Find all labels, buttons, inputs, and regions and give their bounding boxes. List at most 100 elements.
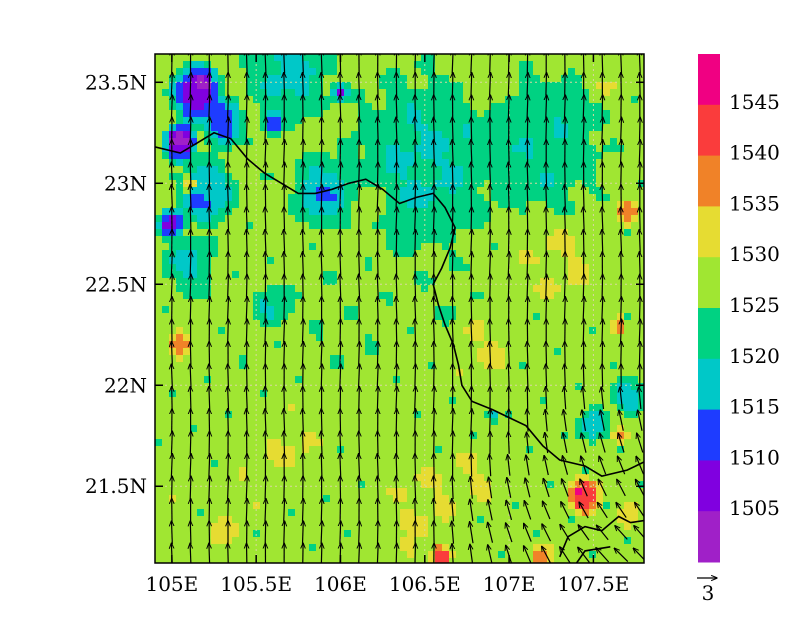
field-cell — [610, 334, 618, 342]
field-cell — [407, 495, 415, 503]
field-cell — [463, 348, 471, 356]
field-cell — [414, 425, 422, 433]
field-cell — [295, 390, 303, 398]
field-cell — [386, 194, 394, 202]
field-cell — [631, 425, 639, 433]
field-cell — [330, 411, 338, 419]
field-cell — [169, 495, 177, 503]
field-cell — [547, 355, 555, 363]
field-cell — [274, 341, 282, 349]
field-cell — [211, 187, 219, 195]
field-cell — [554, 439, 562, 447]
field-cell — [183, 68, 191, 76]
field-cell — [526, 166, 534, 174]
field-cell — [519, 313, 527, 321]
field-cell — [281, 488, 289, 496]
field-cell — [274, 82, 282, 90]
field-cell — [358, 222, 366, 230]
field-cell — [274, 138, 282, 146]
field-cell — [484, 537, 492, 545]
field-cell — [512, 341, 520, 349]
field-cell — [316, 103, 324, 111]
field-cell — [631, 103, 639, 111]
field-cell — [316, 75, 324, 83]
field-cell — [253, 229, 261, 237]
field-cell — [288, 425, 296, 433]
field-cell — [267, 313, 275, 321]
field-cell — [344, 348, 352, 356]
field-cell — [267, 208, 275, 216]
field-cell — [568, 187, 576, 195]
field-cell — [169, 257, 177, 265]
field-cell — [498, 306, 506, 314]
field-cell — [155, 194, 163, 202]
field-cell — [323, 250, 331, 258]
field-cell — [498, 362, 506, 370]
field-cell — [232, 474, 240, 482]
field-cell — [288, 222, 296, 230]
field-cell — [526, 285, 534, 293]
field-cell — [274, 285, 282, 293]
field-cell — [498, 110, 506, 118]
field-cell — [582, 61, 590, 69]
field-cell — [435, 243, 443, 251]
field-cell — [463, 278, 471, 286]
field-cell — [610, 215, 618, 223]
field-cell — [428, 488, 436, 496]
field-cell — [491, 439, 499, 447]
field-cell — [218, 376, 226, 384]
field-cell — [470, 446, 478, 454]
field-cell — [176, 306, 184, 314]
field-cell — [435, 145, 443, 153]
field-cell — [239, 103, 247, 111]
field-cell — [568, 145, 576, 153]
field-cell — [631, 411, 639, 419]
field-cell — [554, 488, 562, 496]
field-cell — [568, 299, 576, 307]
field-cell — [323, 376, 331, 384]
field-cell — [442, 68, 450, 76]
field-cell — [414, 243, 422, 251]
field-cell — [491, 544, 499, 552]
field-cell — [302, 551, 310, 559]
field-cell — [232, 341, 240, 349]
field-cell — [295, 75, 303, 83]
field-cell — [400, 334, 408, 342]
field-cell — [491, 194, 499, 202]
field-cell — [162, 488, 170, 496]
field-cell — [239, 411, 247, 419]
field-cell — [162, 271, 170, 279]
field-cell — [162, 61, 170, 69]
field-cell — [463, 523, 471, 531]
field-cell — [288, 138, 296, 146]
field-cell — [554, 124, 562, 132]
field-cell — [575, 509, 583, 517]
field-cell — [260, 362, 268, 370]
field-cell — [169, 138, 177, 146]
field-cell — [456, 103, 464, 111]
field-cell — [260, 439, 268, 447]
field-cell — [575, 292, 583, 300]
field-cell — [204, 425, 212, 433]
field-cell — [330, 537, 338, 545]
field-cell — [428, 264, 436, 272]
field-cell — [260, 327, 268, 335]
field-cell — [302, 285, 310, 293]
field-cell — [204, 446, 212, 454]
field-cell — [421, 474, 429, 482]
field-cell — [491, 166, 499, 174]
field-cell — [218, 467, 226, 475]
field-cell — [295, 61, 303, 69]
field-cell — [274, 537, 282, 545]
field-cell — [456, 390, 464, 398]
field-cell — [344, 131, 352, 139]
field-cell — [596, 75, 604, 83]
field-cell — [246, 544, 254, 552]
field-cell — [463, 264, 471, 272]
field-cell — [162, 537, 170, 545]
field-cell — [155, 411, 163, 419]
field-cell — [365, 460, 373, 468]
field-cell — [253, 502, 261, 510]
field-cell — [421, 103, 429, 111]
field-cell — [463, 292, 471, 300]
